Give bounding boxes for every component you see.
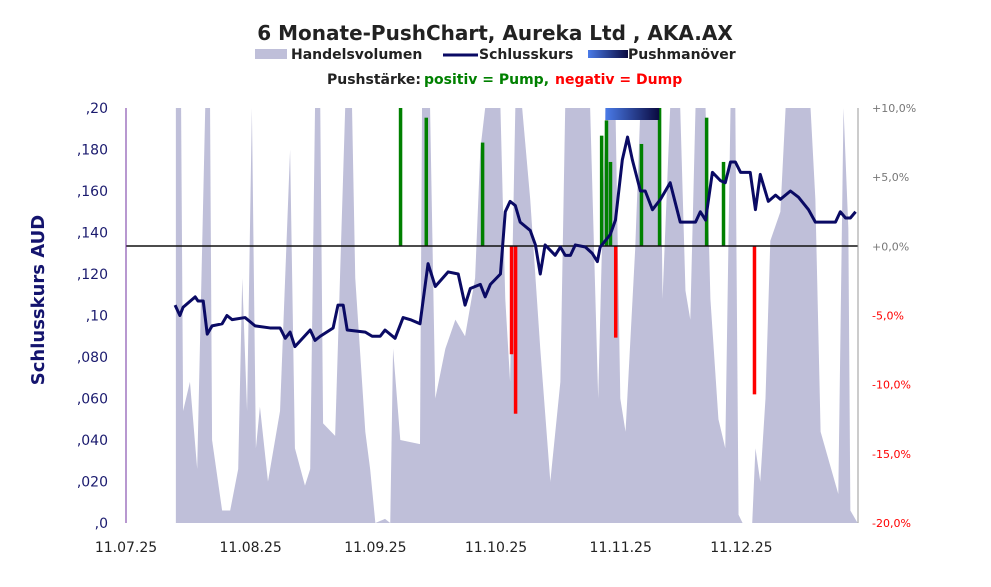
y-tick-label: ,080 [77, 350, 108, 366]
pump-bar [639, 143, 644, 247]
dump-bar [513, 246, 518, 414]
y2-tick-label: -20,0% [872, 517, 911, 530]
push-maneuver-layer [605, 108, 660, 120]
y-tick-label: ,120 [77, 267, 108, 283]
legend-volume-label: Handelsvolumen [291, 47, 422, 63]
push-maneuver-bar [605, 108, 660, 120]
dump-bar [509, 246, 514, 355]
close-price-layer [173, 135, 857, 349]
x-axis-ticks: 11.07.25 11.08.25 11.09.25 11.10.25 11.11.25… [95, 540, 773, 556]
y-tick-label: ,060 [77, 392, 108, 408]
y-tick-label: ,10 [86, 309, 108, 325]
y2-tick-label: -10,0% [872, 379, 911, 392]
legend-push-swatch [588, 50, 628, 58]
right-axis-ticks: -20,0% -15,0% -10,0% -5,0% +0,0% +5,0% +10,0% [872, 102, 916, 530]
x-tick-label: 11.11.25 [590, 540, 652, 556]
pump-bar [480, 142, 485, 247]
x-tick-label: 11.07.25 [95, 540, 157, 556]
dump-bar [752, 246, 757, 395]
x-tick-label: 11.10.25 [465, 540, 527, 556]
left-axis-ticks: ,0 ,020 ,040 ,060 ,080 ,10 ,120 ,140 ,160 ,180 ,20 [77, 101, 108, 532]
legend: Handelsvolumen Schlusskurs Pushmanöver P… [255, 47, 736, 88]
y-tick-label: ,180 [77, 143, 108, 159]
legend-positive-label: positiv = Pump, [424, 72, 549, 88]
x-tick-label: 11.12.25 [710, 540, 772, 556]
push-strength-bars [398, 108, 757, 414]
y-tick-label: ,020 [77, 475, 108, 491]
y-axis-title: Schlusskurs AUD [28, 215, 49, 385]
legend-close-label: Schlusskurs [479, 47, 573, 63]
pump-bar [608, 161, 613, 247]
legend-volume-swatch [255, 49, 287, 59]
y-tick-label: ,140 [77, 226, 108, 242]
y2-tick-label: +10,0% [872, 102, 916, 115]
legend-negative-label: negativ = Dump [555, 72, 682, 88]
pump-bar [599, 135, 604, 247]
chart-title: 6 Monate-PushChart, Aureka Ltd , AKA.AX [257, 21, 733, 45]
pump-bar [424, 117, 429, 247]
y2-tick-label: -15,0% [872, 448, 911, 461]
y-tick-label: ,0 [95, 516, 108, 532]
pump-bar [604, 120, 609, 247]
y2-tick-label: +0,0% [872, 240, 909, 253]
dump-bar [613, 246, 618, 338]
y-tick-label: ,20 [86, 101, 108, 117]
x-tick-label: 11.08.25 [220, 540, 282, 556]
x-tick-label: 11.09.25 [344, 540, 406, 556]
pump-bar [657, 108, 662, 247]
y2-tick-label: +5,0% [872, 171, 909, 184]
pump-bar [704, 117, 709, 247]
y2-tick-label: -5,0% [872, 310, 904, 323]
pump-bar [398, 108, 403, 247]
y-tick-label: ,160 [77, 184, 108, 200]
pump-bar [721, 161, 726, 247]
legend-push-label: Pushmanöver [628, 47, 736, 63]
legend-strength-label: Pushstärke: [327, 72, 421, 88]
close-price-line [173, 135, 857, 349]
y-tick-label: ,040 [77, 433, 108, 449]
